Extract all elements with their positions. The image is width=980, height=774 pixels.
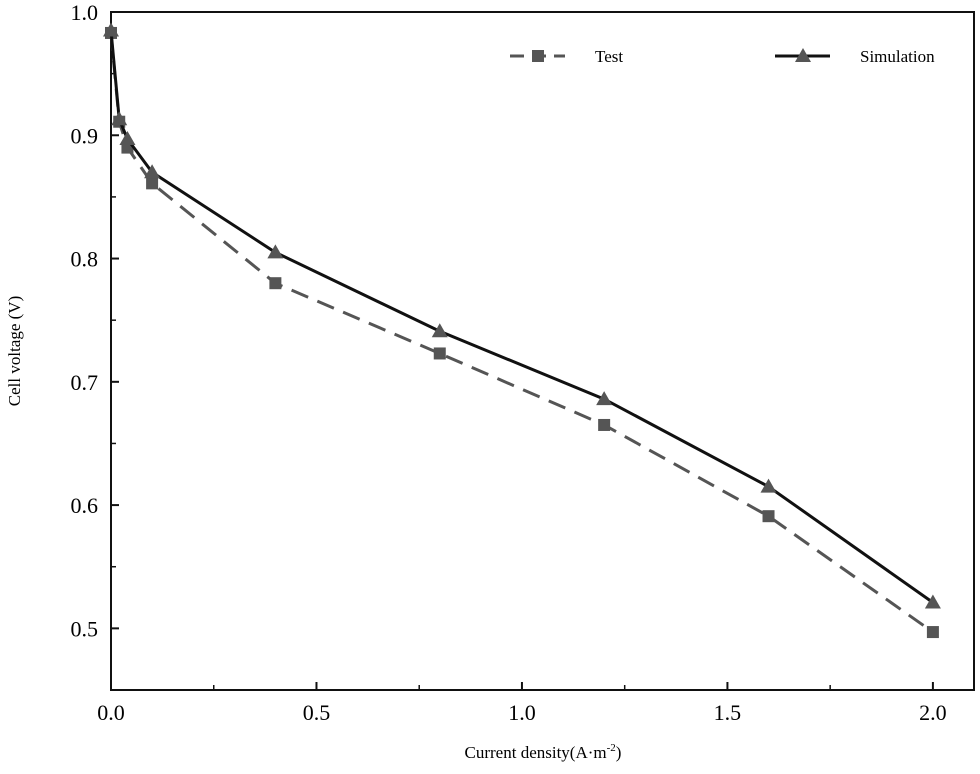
series-group <box>103 22 941 639</box>
x-tick-label: 1.0 <box>508 700 536 725</box>
legend: Test Simulation <box>510 47 935 66</box>
y-tick-label: 1.0 <box>71 0 99 25</box>
legend-label: Simulation <box>860 47 935 66</box>
plot-frame <box>110 11 975 691</box>
y-tick-label: 0.8 <box>71 247 99 272</box>
data-point-test <box>598 418 611 431</box>
data-point-test <box>926 626 939 639</box>
y-axis-label: Cell voltage (V) <box>5 296 24 406</box>
data-point-simulation <box>431 323 448 338</box>
legend-label: Test <box>595 47 623 66</box>
data-point-test <box>269 277 282 290</box>
y-tick-label: 0.6 <box>71 493 99 518</box>
data-point-simulation <box>596 391 613 406</box>
data-point-test <box>762 510 775 523</box>
x-tick-label: 1.5 <box>714 700 742 725</box>
x-tick-label: 2.0 <box>919 700 947 725</box>
data-point-test <box>146 177 159 190</box>
legend-marker <box>532 50 544 62</box>
y-tick-label: 0.5 <box>71 616 99 641</box>
data-point-simulation <box>119 130 136 145</box>
data-point-test <box>433 347 446 360</box>
data-point-simulation <box>924 594 941 609</box>
data-point-simulation <box>267 244 284 259</box>
data-point-simulation <box>144 164 161 179</box>
y-tick-label: 0.7 <box>71 370 99 395</box>
data-point-simulation <box>760 478 777 493</box>
y-tick-label: 0.9 <box>71 123 99 148</box>
x-axis-label: Current density(A·m-2) <box>465 742 622 762</box>
x-tick-label: 0.5 <box>303 700 331 725</box>
series-line-test <box>109 32 934 634</box>
data-point-simulation <box>103 22 119 37</box>
data-point-simulation <box>111 111 128 126</box>
x-tick-label: 0.0 <box>97 700 125 725</box>
series-line-simulation <box>109 30 934 604</box>
axes: 0.0 0.5 1.0 1.5 2.0 0.5 0.6 0.7 0.8 0.9 1.0 <box>71 0 975 725</box>
legend-marker <box>795 48 811 62</box>
